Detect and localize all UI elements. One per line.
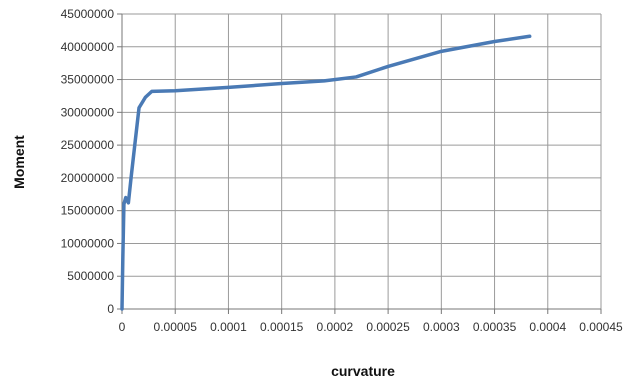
axes: [117, 13, 602, 314]
x-tick-label: 0.0002: [317, 320, 354, 334]
x-tick-label: 0.00035: [473, 320, 517, 334]
y-tick-label: 45000000: [61, 7, 115, 21]
x-tick-labels: 0 0.00005 0.0001 0.00015 0.0002 0.00025 0.0003…: [119, 320, 623, 334]
x-tick-label: 0.0001: [210, 320, 247, 334]
x-tick-label: 0.00005: [154, 320, 198, 334]
grid-lines: [121, 13, 602, 310]
y-tick-labels: 0 5000000 10000000 15000000 20000000 25000000…: [61, 7, 115, 316]
y-tick-label: 30000000: [61, 105, 115, 119]
x-tick-label: 0.00015: [260, 320, 304, 334]
y-tick-label: 40000000: [61, 40, 115, 54]
x-tick-label: 0: [119, 320, 126, 334]
y-tick-label: 0: [107, 302, 114, 316]
y-tick-label: 10000000: [61, 236, 115, 250]
x-axis-title: curvature: [331, 363, 395, 379]
y-tick-label: 20000000: [61, 171, 115, 185]
y-tick-label: 25000000: [61, 138, 115, 152]
x-tick-label: 0.0004: [529, 320, 566, 334]
y-axis-title: Moment: [11, 135, 27, 189]
x-tick-label: 0.00025: [366, 320, 410, 334]
x-tick-label: 0.0003: [423, 320, 460, 334]
y-tick-label: 5000000: [67, 269, 114, 283]
y-tick-label: 35000000: [61, 73, 115, 87]
y-tick-label: 15000000: [61, 204, 115, 218]
x-tick-label: 0.00045: [579, 320, 623, 334]
series-layer: [120, 34, 532, 311]
series-line-0: [120, 34, 532, 311]
